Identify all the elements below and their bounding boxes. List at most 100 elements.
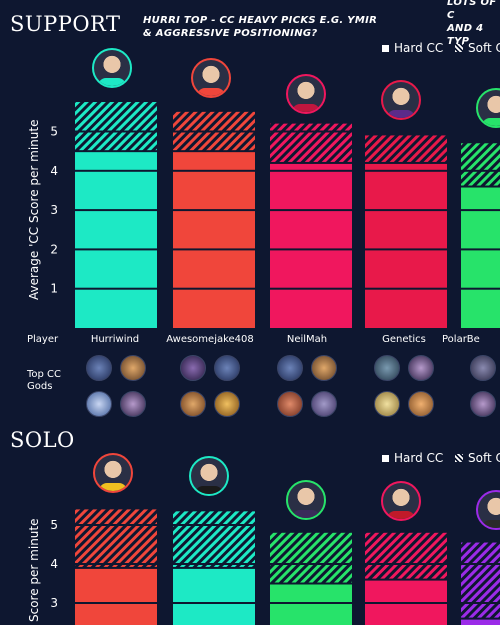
- god-portrait-icon: [470, 391, 496, 417]
- solo-bar-gridline: [173, 563, 255, 565]
- god-portrait-icon: [374, 355, 400, 381]
- support-bar-hard-cc: [270, 162, 352, 328]
- solo-bar-gridline: [173, 566, 255, 569]
- player-row-label: Player: [27, 334, 59, 345]
- support-bar-gridline: [75, 209, 157, 212]
- support-legend-soft: Soft C: [455, 41, 500, 55]
- support-bar-gridline: [173, 287, 255, 290]
- god-portrait-icon: [180, 391, 206, 417]
- solo-player-avatar: [93, 453, 133, 493]
- support-bar-gridline: [75, 248, 157, 251]
- god-portrait-icon: [408, 355, 434, 381]
- god-portrait-icon: [311, 391, 337, 417]
- support-bar-gridline: [75, 150, 157, 153]
- support-bar-gridline: [173, 150, 255, 153]
- god-portrait-icon: [86, 355, 112, 381]
- support-bar-hard-cc: [75, 151, 157, 328]
- support-annotation: HURRI TOP - CC HEAVY PICKS E.G. YMIR & A…: [143, 14, 377, 40]
- support-bar-soft-cc: [75, 102, 157, 152]
- solo-bar-gridline: [365, 578, 447, 581]
- solo-bar-soft-cc: [270, 532, 352, 584]
- solo-legend-soft-label: Soft C: [468, 451, 500, 465]
- solo-y-tick-label: 5: [50, 518, 58, 532]
- solo-bar-gridline: [270, 582, 352, 585]
- support-bar-gridline: [365, 161, 447, 164]
- solo-bar-gridline: [75, 563, 157, 565]
- hard-cc-swatch-icon: [382, 454, 389, 462]
- player-avatar-hurriwind: [92, 48, 132, 88]
- player-avatar-genetics: [381, 80, 421, 120]
- support-bar-soft-cc: [365, 135, 447, 163]
- top-cc-gods-label: Top CC Gods: [27, 369, 61, 393]
- god-portrait-icon: [277, 391, 303, 417]
- solo-bar-gridline: [75, 524, 157, 526]
- solo-bar-soft-cc: [365, 532, 447, 580]
- support-y-tick-label: 2: [50, 242, 58, 256]
- support-annotation-line-2: & AGGRESSIVE POSITIONING?: [143, 28, 318, 39]
- support-bar-gridline: [75, 287, 157, 290]
- player-name-genetics: Genetics: [382, 334, 426, 345]
- god-portrait-icon: [180, 355, 206, 381]
- support-bar-gridline: [461, 248, 500, 251]
- support-legend-soft-label: Soft C: [468, 41, 500, 55]
- solo-bar-gridline: [173, 524, 255, 526]
- support-bar-gridline: [270, 130, 352, 133]
- god-portrait-icon: [408, 391, 434, 417]
- support-annotation-line-1: HURRI TOP - CC HEAVY PICKS E.G. YMIR: [143, 15, 378, 26]
- solo-bar-gridline: [173, 602, 255, 604]
- support-bar-gridline: [461, 287, 500, 290]
- solo-bar-soft-cc: [461, 542, 500, 619]
- solo-legend-hard: Hard CC: [382, 451, 443, 465]
- support-bar-gridline: [270, 248, 352, 251]
- player-name-awesomejake408: Awesomejake408: [166, 334, 254, 345]
- player-name-neilmah: NeilMah: [286, 334, 328, 345]
- god-portrait-icon: [470, 355, 496, 381]
- god-portrait-icon: [214, 391, 240, 417]
- solo-bar-gridline: [365, 563, 447, 565]
- support-bar-gridline: [365, 169, 447, 172]
- solo-player-avatar: [381, 481, 421, 521]
- soft-cc-swatch-icon: [455, 454, 463, 462]
- support-bar-gridline: [365, 248, 447, 251]
- solo-title: SOLO: [10, 428, 75, 452]
- god-portrait-icon: [120, 355, 146, 381]
- god-portrait-icon: [277, 355, 303, 381]
- player-avatar-awesomejake408: [191, 58, 231, 98]
- solo-bar-gridline: [461, 617, 500, 620]
- support-y-tick-label: 4: [50, 164, 58, 178]
- player-avatar-neilmah: [286, 74, 326, 114]
- support-bar-gridline: [365, 209, 447, 212]
- god-portrait-icon: [120, 391, 146, 417]
- support-legend-hard: Hard CC: [382, 41, 443, 55]
- solo-bar-gridline: [270, 602, 352, 604]
- corner-annotation-line-2: AND 4 TYP: [447, 23, 484, 47]
- support-bar-gridline: [173, 130, 255, 133]
- god-portrait-icon: [214, 355, 240, 381]
- support-bar-gridline: [270, 161, 352, 164]
- support-bar-soft-cc: [461, 143, 500, 187]
- top-cc-gods-label-line-1: Top CC: [27, 369, 62, 380]
- support-bar-gridline: [461, 185, 500, 188]
- solo-bar-gridline: [75, 566, 157, 569]
- solo-y-tick-label: 3: [50, 596, 58, 610]
- solo-legend-hard-label: Hard CC: [394, 451, 444, 465]
- solo-bar-hard-cc: [75, 567, 157, 625]
- support-bar-gridline: [270, 209, 352, 212]
- solo-y-tick-label: 4: [50, 557, 58, 571]
- support-bar-hard-cc: [365, 162, 447, 328]
- soft-cc-swatch-icon: [455, 44, 463, 52]
- corner-annotation: LOTS OF C AND 4 TYP: [447, 0, 500, 48]
- support-bar-soft-cc: [270, 123, 352, 163]
- support-bar-gridline: [75, 130, 157, 133]
- solo-bar-hard-cc: [461, 618, 500, 625]
- god-portrait-icon: [374, 391, 400, 417]
- player-name-hurriwind: Hurriwind: [90, 334, 140, 345]
- support-bar-gridline: [270, 169, 352, 172]
- support-y-tick-label: 3: [50, 203, 58, 217]
- solo-y-axis-label: Score per minute: [27, 518, 41, 623]
- top-cc-gods-label-line-2: Gods: [27, 381, 53, 392]
- support-bar-gridline: [461, 209, 500, 212]
- solo-bar-hard-cc: [173, 567, 255, 625]
- solo-bar-soft-cc: [75, 509, 157, 568]
